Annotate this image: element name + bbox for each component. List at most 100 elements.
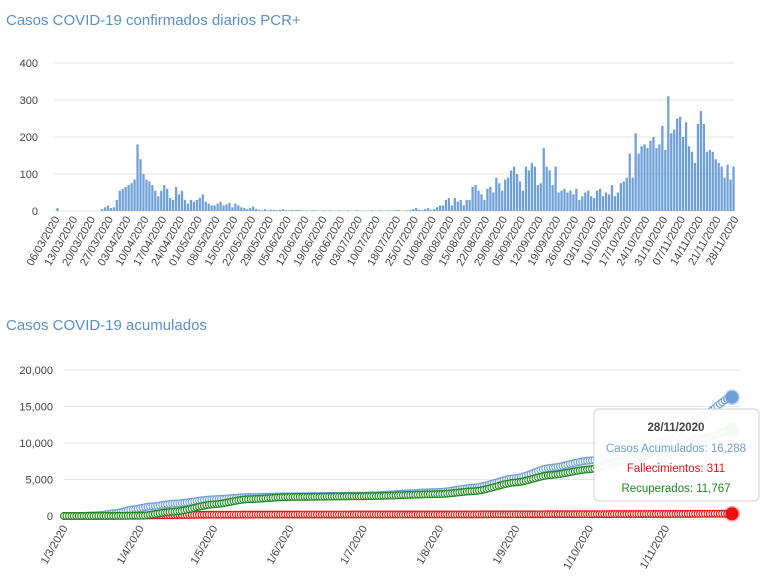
daily-bar[interactable] bbox=[207, 203, 210, 211]
daily-bar[interactable] bbox=[249, 208, 252, 211]
daily-bar[interactable] bbox=[631, 177, 634, 211]
daily-bar[interactable] bbox=[536, 185, 539, 211]
daily-bar[interactable] bbox=[216, 203, 219, 211]
daily-bar[interactable] bbox=[412, 209, 415, 211]
daily-bar[interactable] bbox=[456, 201, 459, 211]
daily-bar[interactable] bbox=[619, 183, 622, 211]
daily-bar[interactable] bbox=[569, 190, 572, 211]
daily-bar[interactable] bbox=[370, 210, 373, 211]
daily-bar[interactable] bbox=[133, 179, 136, 211]
daily-bar[interactable] bbox=[127, 185, 130, 211]
daily-bar[interactable] bbox=[157, 196, 160, 211]
daily-bar[interactable] bbox=[121, 188, 124, 211]
daily-bar[interactable] bbox=[684, 122, 688, 211]
daily-bar[interactable] bbox=[323, 210, 326, 211]
daily-bar[interactable] bbox=[225, 204, 228, 211]
daily-bar[interactable] bbox=[492, 192, 495, 212]
daily-bar[interactable] bbox=[189, 199, 193, 211]
daily-bar[interactable] bbox=[246, 209, 249, 211]
daily-bar[interactable] bbox=[640, 146, 643, 211]
daily-bar[interactable] bbox=[287, 210, 290, 211]
daily-bar[interactable] bbox=[507, 177, 510, 211]
daily-bar[interactable] bbox=[483, 199, 486, 211]
daily-bar[interactable] bbox=[459, 199, 462, 211]
daily-bar[interactable] bbox=[213, 205, 216, 211]
daily-bar[interactable] bbox=[628, 153, 631, 211]
daily-bar[interactable] bbox=[539, 183, 542, 211]
daily-bar[interactable] bbox=[426, 208, 430, 211]
daily-bar[interactable] bbox=[406, 210, 409, 211]
daily-bar[interactable] bbox=[587, 190, 590, 211]
daily-bar[interactable] bbox=[530, 162, 534, 211]
daily-bar[interactable] bbox=[604, 192, 608, 212]
daily-bar[interactable] bbox=[462, 205, 465, 211]
daily-bar[interactable] bbox=[723, 177, 726, 211]
daily-bar[interactable] bbox=[186, 203, 190, 211]
daily-bar[interactable] bbox=[581, 196, 584, 211]
daily-bar[interactable] bbox=[166, 188, 169, 211]
cumulative-cases-chart[interactable]: 0 5,000 10,000 15,000 20,000 1/3/2020 1/4/2020… bbox=[0, 300, 767, 587]
daily-bar[interactable] bbox=[435, 207, 439, 211]
daily-bar[interactable] bbox=[275, 210, 279, 211]
daily-bar[interactable] bbox=[418, 209, 421, 211]
daily-bar[interactable] bbox=[148, 181, 151, 211]
daily-bar[interactable] bbox=[554, 166, 557, 211]
daily-bar[interactable] bbox=[453, 198, 456, 211]
daily-bar[interactable] bbox=[424, 209, 427, 211]
daily-bar[interactable] bbox=[394, 210, 397, 211]
daily-bar[interactable] bbox=[139, 159, 142, 211]
daily-bar[interactable] bbox=[145, 179, 148, 211]
daily-bar[interactable] bbox=[409, 209, 412, 211]
daily-bar[interactable] bbox=[379, 210, 382, 211]
daily-bar[interactable] bbox=[174, 186, 178, 211]
daily-bar[interactable] bbox=[607, 194, 611, 211]
daily-bar[interactable] bbox=[667, 96, 670, 211]
daily-bar[interactable] bbox=[243, 208, 246, 211]
daily-bar[interactable] bbox=[699, 111, 703, 211]
daily-bar[interactable] bbox=[524, 166, 528, 211]
daily-bar[interactable] bbox=[566, 192, 569, 212]
daily-bar[interactable] bbox=[613, 196, 617, 211]
daily-bar[interactable] bbox=[171, 199, 175, 211]
daily-bar[interactable] bbox=[109, 208, 112, 211]
daily-bar[interactable] bbox=[670, 133, 673, 211]
daily-bar[interactable] bbox=[429, 209, 433, 211]
daily-bar[interactable] bbox=[438, 205, 442, 211]
daily-bar[interactable] bbox=[204, 201, 207, 211]
daily-bar[interactable] bbox=[560, 190, 563, 211]
daily-bar[interactable] bbox=[676, 118, 679, 212]
daily-bar[interactable] bbox=[578, 199, 581, 211]
daily-bar[interactable] bbox=[142, 174, 145, 211]
daily-bar[interactable] bbox=[702, 124, 705, 211]
daily-bar[interactable] bbox=[729, 179, 732, 211]
daily-bar[interactable] bbox=[177, 194, 181, 211]
daily-bar[interactable] bbox=[106, 205, 110, 211]
daily-bar[interactable] bbox=[486, 188, 489, 211]
series-highlight-point[interactable] bbox=[724, 505, 740, 522]
daily-bar[interactable] bbox=[504, 179, 507, 211]
daily-bar[interactable] bbox=[124, 186, 127, 211]
daily-bar[interactable] bbox=[696, 124, 700, 211]
daily-bar[interactable] bbox=[269, 209, 273, 211]
daily-bar[interactable] bbox=[299, 210, 302, 211]
daily-bar[interactable] bbox=[130, 183, 133, 211]
daily-bar[interactable] bbox=[732, 166, 735, 211]
daily-bar[interactable] bbox=[338, 210, 341, 211]
daily-bar[interactable] bbox=[257, 209, 261, 211]
daily-bar[interactable] bbox=[278, 209, 281, 211]
daily-bar[interactable] bbox=[195, 199, 198, 211]
daily-bar[interactable] bbox=[563, 188, 566, 211]
daily-bar[interactable] bbox=[720, 166, 723, 211]
daily-bar[interactable] bbox=[637, 153, 640, 211]
daily-bar[interactable] bbox=[329, 210, 332, 211]
daily-bar[interactable] bbox=[210, 205, 213, 211]
daily-bar[interactable] bbox=[681, 137, 685, 211]
daily-bar[interactable] bbox=[616, 192, 620, 212]
daily-bar[interactable] bbox=[545, 166, 548, 211]
daily-bar[interactable] bbox=[237, 205, 240, 211]
daily-bar[interactable] bbox=[260, 210, 264, 211]
daily-bar[interactable] bbox=[489, 186, 492, 211]
daily-bar[interactable] bbox=[272, 209, 276, 211]
daily-bar[interactable] bbox=[281, 209, 284, 211]
daily-bar[interactable] bbox=[501, 190, 504, 211]
